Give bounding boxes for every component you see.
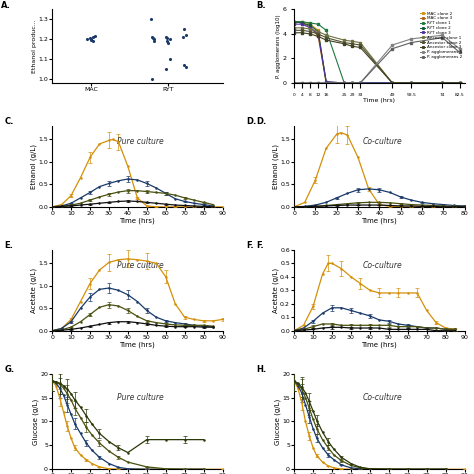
Point: [148, 34, 155, 41]
Text: B.: B.: [256, 1, 266, 10]
Text: H.: H.: [256, 365, 267, 374]
Point: [150, 37, 158, 45]
Point: [164, 39, 172, 47]
Text: Co-culture: Co-culture: [363, 261, 402, 270]
Y-axis label: Glucose (g/L): Glucose (g/L): [274, 398, 281, 445]
Y-axis label: Ethanol produc...: Ethanol produc...: [32, 19, 36, 73]
Point: [87, 36, 95, 44]
Point: [180, 61, 188, 69]
Y-axis label: Acetate (g/L): Acetate (g/L): [272, 268, 279, 313]
X-axis label: Time (hrs): Time (hrs): [362, 341, 397, 348]
Point: [166, 55, 174, 63]
Point: [89, 37, 97, 45]
Point: [163, 34, 170, 41]
Text: C.: C.: [4, 118, 14, 127]
Point: [182, 31, 190, 39]
Point: [182, 64, 190, 71]
Point: [83, 36, 91, 43]
Point: [163, 37, 171, 45]
Text: G.: G.: [4, 365, 15, 374]
Y-axis label: Acetate (g/L): Acetate (g/L): [30, 268, 37, 313]
Text: A.: A.: [1, 1, 11, 10]
Text: Pure culture: Pure culture: [118, 261, 164, 270]
Legend: MAC clone 2, MAC clone 3, RYT clone 1, RYT clone 2, RYT clone 3, Ancestor clone : MAC clone 2, MAC clone 3, RYT clone 1, R…: [420, 11, 463, 59]
Point: [147, 16, 155, 23]
Text: F.: F.: [256, 241, 264, 250]
Point: [164, 35, 171, 42]
Text: Co-culture: Co-culture: [363, 137, 402, 146]
Text: Co-culture: Co-culture: [363, 393, 402, 402]
Text: F.: F.: [246, 241, 254, 250]
Y-axis label: Ethanol (g/L): Ethanol (g/L): [30, 144, 37, 189]
Text: Pure culture: Pure culture: [118, 393, 164, 402]
Point: [148, 75, 156, 83]
Y-axis label: P. agglomerans (log10): P. agglomerans (log10): [276, 14, 281, 78]
Point: [90, 34, 97, 41]
Point: [162, 65, 170, 73]
Point: [91, 33, 99, 40]
Point: [150, 36, 157, 43]
Text: D.: D.: [246, 118, 256, 127]
X-axis label: Time (hrs): Time (hrs): [119, 218, 155, 224]
Y-axis label: Glucose (g/L): Glucose (g/L): [32, 398, 39, 445]
Y-axis label: Ethanol (g/L): Ethanol (g/L): [272, 144, 279, 189]
Point: [181, 26, 188, 33]
Point: [166, 36, 174, 43]
X-axis label: Time (hrs): Time (hrs): [119, 341, 155, 348]
Point: [179, 34, 186, 41]
Point: [149, 35, 156, 42]
X-axis label: Time (hrs): Time (hrs): [362, 218, 397, 224]
Point: [87, 36, 95, 43]
X-axis label: Time (hrs): Time (hrs): [363, 98, 395, 103]
Text: E.: E.: [4, 241, 13, 250]
Text: D.: D.: [256, 118, 267, 127]
Point: [86, 35, 94, 42]
Text: Pure culture: Pure culture: [118, 137, 164, 146]
